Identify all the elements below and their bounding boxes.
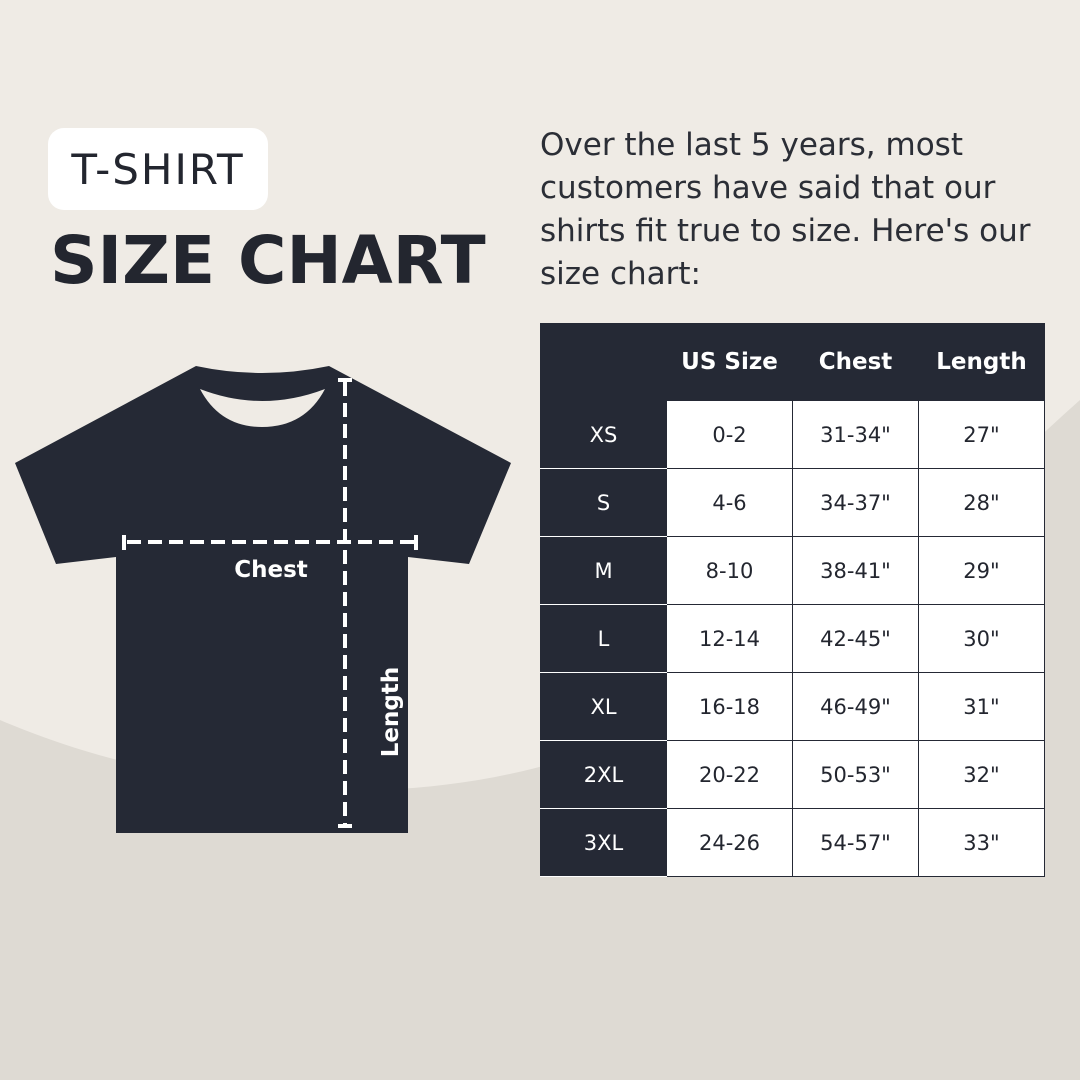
size-cell: 3XL — [540, 808, 667, 877]
table-row: 3XL 24-26 54-57" 33" — [540, 808, 1045, 877]
chest-cell: 42-45" — [792, 604, 919, 673]
size-table: US Size Chest Length XS 0-2 31-34" 27" S 4-6 3… — [540, 323, 1045, 877]
size-cell: XS — [540, 400, 667, 469]
size-cell: M — [540, 536, 667, 605]
table-row: XL 16-18 46-49" 31" — [540, 672, 1045, 741]
us-size-cell: 0-2 — [666, 400, 793, 469]
us-size-cell: 8-10 — [666, 536, 793, 605]
chest-cell: 46-49" — [792, 672, 919, 741]
length-cell: 28" — [918, 468, 1045, 537]
length-cell: 31" — [918, 672, 1045, 741]
table-row: XS 0-2 31-34" 27" — [540, 400, 1045, 469]
length-cell: 32" — [918, 740, 1045, 809]
size-cell: 2XL — [540, 740, 667, 809]
size-cell: L — [540, 604, 667, 673]
intro-text: Over the last 5 years, most customers ha… — [540, 127, 1031, 292]
table-header-row: US Size Chest Length — [540, 323, 1045, 401]
chest-cell: 38-41" — [792, 536, 919, 605]
chest-cell: 31-34" — [792, 400, 919, 469]
tshirt-diagram: Chest Length — [15, 366, 511, 833]
length-cell: 27" — [918, 400, 1045, 469]
size-cell: XL — [540, 672, 667, 741]
tshirt-badge: T-SHIRT — [48, 128, 268, 210]
table-row: L 12-14 42-45" 30" — [540, 604, 1045, 673]
us-size-cell: 16-18 — [666, 672, 793, 741]
col-header-chest: Chest — [792, 323, 919, 401]
us-size-cell: 24-26 — [666, 808, 793, 877]
us-size-cell: 20-22 — [666, 740, 793, 809]
collar-cutout — [200, 389, 325, 427]
length-cell: 30" — [918, 604, 1045, 673]
length-cell: 33" — [918, 808, 1045, 877]
table-row: 2XL 20-22 50-53" 32" — [540, 740, 1045, 809]
col-header-length: Length — [918, 323, 1045, 401]
length-cell: 29" — [918, 536, 1045, 605]
table-row: M 8-10 38-41" 29" — [540, 536, 1045, 605]
chest-measure-line — [122, 535, 418, 550]
page-title: SIZE CHART — [50, 222, 486, 299]
chest-cell: 54-57" — [792, 808, 919, 877]
chest-label: Chest — [234, 557, 308, 583]
col-header-us-size: US Size — [666, 323, 793, 401]
length-measure-line — [338, 378, 352, 828]
tshirt-icon — [15, 366, 511, 833]
us-size-cell: 4-6 — [666, 468, 793, 537]
table-row: S 4-6 34-37" 28" — [540, 468, 1045, 537]
length-label: Length — [378, 667, 404, 757]
size-cell: S — [540, 468, 667, 537]
chest-cell: 50-53" — [792, 740, 919, 809]
badge-text: T-SHIRT — [71, 144, 245, 194]
chest-cell: 34-37" — [792, 468, 919, 537]
col-header — [540, 323, 667, 401]
us-size-cell: 12-14 — [666, 604, 793, 673]
